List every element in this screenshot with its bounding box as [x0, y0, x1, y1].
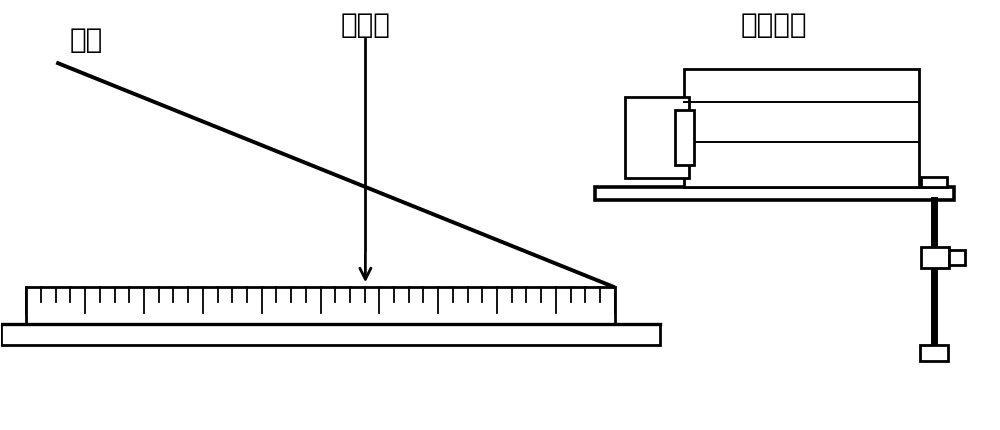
Bar: [595, 187, 954, 200]
Bar: [1, 324, 660, 345]
Text: 聚焦面: 聚焦面: [340, 11, 390, 39]
Bar: [26, 288, 615, 324]
Bar: [921, 178, 947, 187]
Bar: [920, 345, 948, 362]
Bar: [625, 98, 689, 179]
Bar: [684, 70, 919, 187]
Bar: [921, 248, 949, 268]
Text: 标尺: 标尺: [70, 26, 103, 54]
Bar: [949, 250, 965, 266]
Bar: [675, 111, 694, 166]
Text: 光场相机: 光场相机: [741, 11, 807, 39]
